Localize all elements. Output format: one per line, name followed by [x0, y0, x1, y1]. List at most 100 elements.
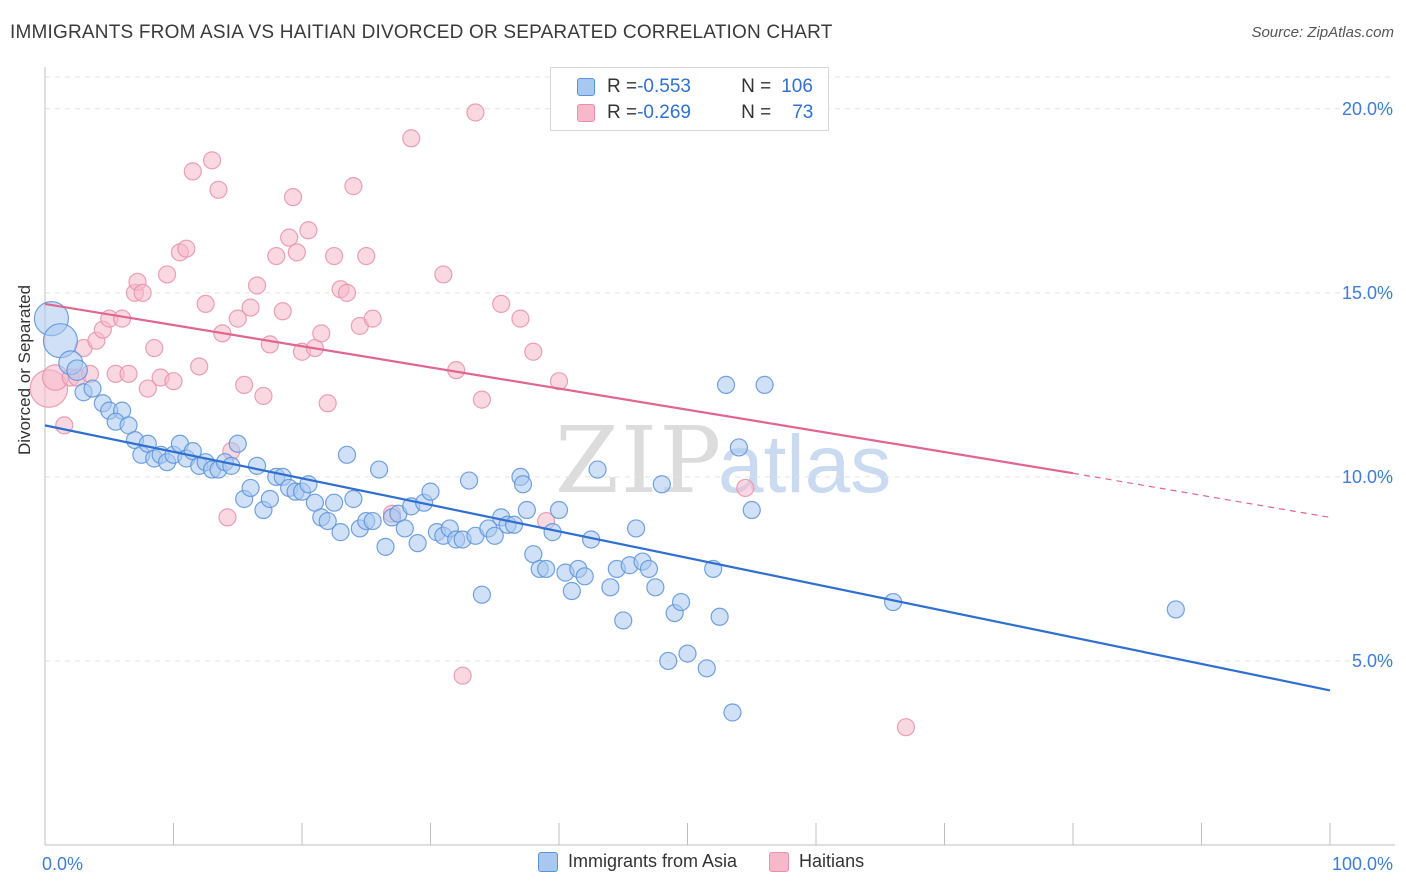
legend-row-haiti: R = -0.269 N = 73: [577, 101, 813, 125]
haiti-point: [157, 265, 177, 284]
asia-point: [755, 375, 774, 394]
source-label: Source: ZipAtlas.com: [1251, 24, 1394, 41]
haiti-point: [202, 151, 222, 170]
asia-point: [472, 585, 491, 604]
asia-point: [549, 500, 569, 520]
haiti-point: [138, 379, 157, 398]
asia-point: [504, 515, 524, 534]
haiti-point: [325, 246, 344, 266]
haiti-point: [273, 302, 292, 321]
correlation-legend: R = -0.553 N = 106 R = -0.269 N = 73: [550, 67, 829, 131]
asia-point: [66, 359, 88, 381]
haiti-point: [511, 309, 530, 328]
asia-trend-line: [44, 424, 1331, 692]
asia-r-label: R =: [607, 76, 638, 97]
haiti-point: [254, 386, 273, 406]
haiti-r-label: R =: [607, 102, 638, 123]
haiti-trend-extension: [1072, 472, 1331, 518]
asia-point: [344, 489, 363, 509]
haiti-point: [736, 478, 755, 498]
asia-point: [83, 379, 102, 398]
haiti-point: [247, 276, 267, 295]
haiti-point: [228, 309, 247, 328]
haiti-point: [218, 508, 237, 527]
asia-point: [742, 500, 761, 520]
haiti-n-value: 73: [792, 102, 814, 123]
haiti-point: [164, 372, 183, 391]
asia-point: [517, 500, 536, 520]
haiti-point: [183, 162, 202, 181]
asia-point: [370, 460, 389, 479]
haiti-point: [472, 390, 491, 409]
asia-point: [575, 567, 594, 586]
haiti-point: [283, 188, 303, 207]
haiti-point: [357, 246, 376, 266]
bottom-legend: Immigrants from Asia Haitians: [538, 851, 896, 872]
haiti-point: [133, 283, 152, 302]
asia-point: [639, 559, 659, 579]
haiti-point: [209, 180, 228, 199]
legend-asia-label: Immigrants from Asia: [568, 851, 738, 871]
legend-asia-swatch: [538, 851, 558, 872]
asia-point: [331, 523, 350, 542]
y-tick-label: 10.0%: [1342, 467, 1393, 487]
haiti-r-value: -0.269: [637, 102, 691, 123]
asia-point: [408, 534, 427, 553]
asia-point: [228, 434, 247, 453]
asia-point: [652, 475, 671, 494]
x-tick-label-start: 0.0%: [42, 854, 83, 874]
x-tick-label-end: 100.0%: [1332, 854, 1393, 874]
haiti-point: [196, 294, 215, 313]
haiti-point: [466, 103, 485, 122]
watermark-zip: ZIP: [555, 407, 723, 514]
asia-point: [723, 703, 742, 722]
y-tick-label: 15.0%: [1342, 283, 1393, 303]
asia-point: [716, 375, 736, 394]
haiti-point: [260, 335, 279, 354]
haiti-point: [896, 718, 916, 737]
asia-point: [325, 493, 344, 512]
haiti-swatch: [577, 104, 595, 122]
asia-point: [588, 460, 607, 479]
asia-point: [1166, 600, 1185, 619]
asia-point: [562, 581, 581, 601]
haiti-trend-line: [44, 302, 1074, 475]
asia-point: [659, 651, 678, 671]
asia-point: [485, 526, 504, 545]
haiti-point: [344, 177, 363, 196]
y-tick-label: 20.0%: [1342, 99, 1393, 119]
haiti-point: [145, 338, 164, 358]
asia-point: [260, 489, 279, 509]
haiti-point: [402, 129, 421, 148]
asia-point: [626, 519, 646, 538]
asia-point: [537, 559, 556, 579]
legend-haiti-swatch: [769, 851, 790, 872]
asia-point: [729, 438, 749, 457]
chart-title: IMMIGRANTS FROM ASIA VS HAITIAN DIVORCED…: [10, 22, 833, 43]
asia-n-label: N =: [741, 76, 772, 97]
haiti-point: [119, 364, 138, 383]
haiti-point: [241, 298, 260, 317]
haiti-point: [235, 375, 254, 394]
haiti-point: [299, 221, 318, 240]
haiti-point: [453, 666, 472, 685]
legend-haiti-label: Haitians: [799, 851, 865, 871]
asia-n-value: 106: [781, 76, 813, 97]
asia-point: [459, 471, 479, 490]
haiti-point: [549, 372, 569, 391]
y-axis-label: Divorced or Separated: [15, 284, 34, 455]
y-tick-label: 5.0%: [1352, 651, 1393, 671]
asia-point: [646, 578, 665, 597]
asia-point: [376, 537, 395, 556]
haiti-point: [267, 246, 286, 266]
haiti-n-label: N =: [741, 102, 772, 123]
asia-point: [363, 511, 382, 531]
asia-swatch: [577, 78, 595, 96]
haiti-point: [524, 342, 543, 361]
asia-point: [671, 592, 691, 612]
legend-item-asia: Immigrants from Asia: [538, 851, 737, 872]
haiti-point: [492, 294, 511, 313]
asia-point: [241, 478, 260, 498]
haiti-point: [177, 239, 196, 258]
